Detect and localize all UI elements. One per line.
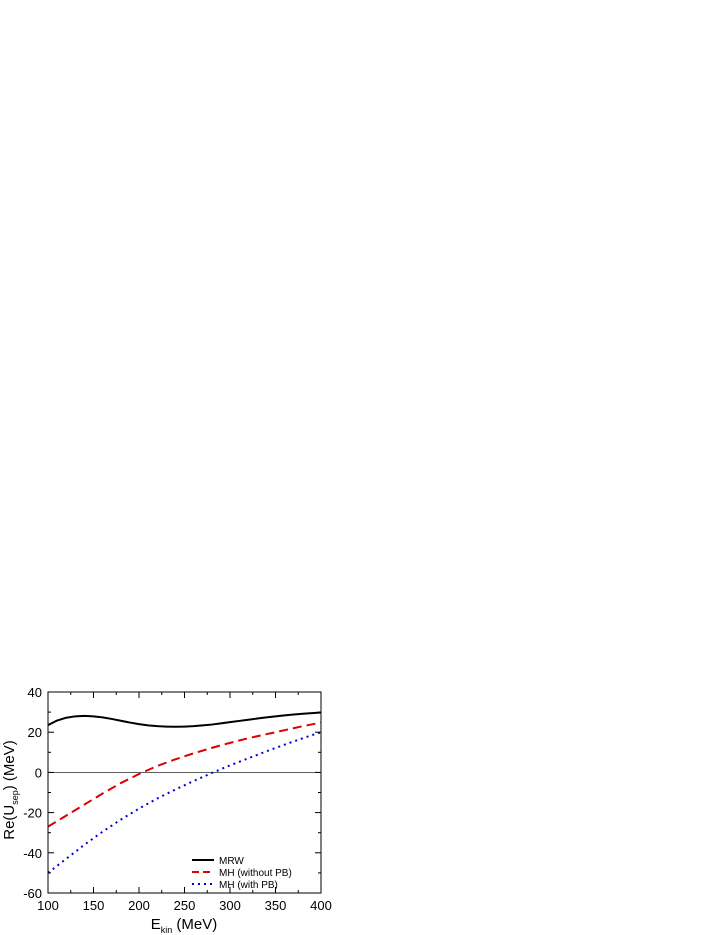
x-tick-label: 300 bbox=[219, 898, 241, 913]
y-axis-title-sub: sep bbox=[10, 790, 20, 805]
x-tick-label: 200 bbox=[128, 898, 150, 913]
legend-label-2: MH (without PB) bbox=[219, 868, 292, 879]
x-tick-label: 150 bbox=[83, 898, 105, 913]
axes: 100 150 200 250 300 350 400 -60 -40 -20 0 20 40 bbox=[23, 685, 332, 913]
y-axis-title: Re(Usep) (MeV) bbox=[1, 740, 20, 840]
y-tick-label: -20 bbox=[23, 806, 42, 821]
legend-label-3: MH (with PB) bbox=[219, 880, 278, 891]
y-axis-title-rest: ) (MeV) bbox=[1, 740, 18, 790]
series-line-3 bbox=[48, 731, 321, 874]
y-tick-label: -40 bbox=[23, 846, 42, 861]
x-tick-label: 250 bbox=[174, 898, 196, 913]
x-tick-label: 400 bbox=[310, 898, 332, 913]
plot-frame bbox=[47, 691, 322, 894]
y-tick-label: -60 bbox=[23, 886, 42, 901]
series-line-1 bbox=[48, 711, 321, 728]
y-tick-label: 40 bbox=[28, 685, 42, 700]
x-axis-title-rest: (MeV) bbox=[172, 916, 217, 933]
y-axis-title-main: Re(U bbox=[1, 805, 18, 840]
y-tick-label: 0 bbox=[35, 765, 42, 780]
series-line-2 bbox=[48, 721, 321, 828]
x-axis-title-sub: kin bbox=[161, 925, 173, 935]
x-tick-label: 100 bbox=[37, 898, 59, 913]
x-axis-title: Ekin (MeV) bbox=[151, 916, 218, 935]
legend-label-1: MRW bbox=[219, 856, 244, 867]
y-tick-label: 20 bbox=[28, 725, 42, 740]
x-tick-label: 350 bbox=[265, 898, 287, 913]
x-axis-title-main: E bbox=[151, 916, 161, 933]
plot-area bbox=[48, 711, 321, 874]
